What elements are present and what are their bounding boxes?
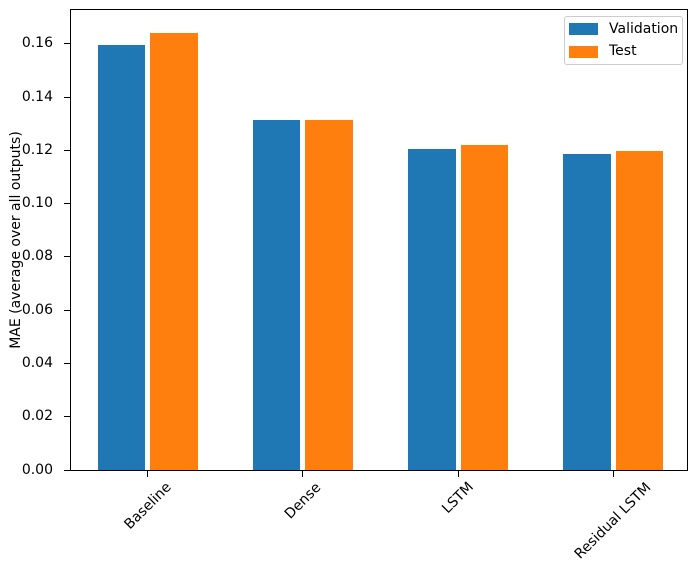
y-tick-label: 0.00	[21, 461, 53, 478]
plot-area	[70, 9, 688, 471]
legend-label-validation: Validation	[609, 20, 679, 37]
x-tick-mark	[147, 471, 149, 477]
y-tick-label: 0.06	[21, 301, 53, 318]
bar-validation-residual-lstm	[563, 153, 611, 470]
y-tick-mark	[64, 96, 70, 98]
legend: Validation Test	[564, 16, 683, 65]
y-tick-mark	[64, 256, 70, 258]
y-tick-label: 0.14	[21, 88, 53, 105]
y-tick-mark	[64, 149, 70, 151]
legend-item-test: Test	[569, 42, 682, 62]
bar-validation-baseline	[97, 45, 146, 470]
x-tick-mark	[457, 471, 459, 477]
bar-validation-lstm	[408, 149, 456, 470]
bar-test-residual-lstm	[615, 151, 664, 470]
y-tick-label: 0.16	[21, 35, 53, 52]
y-tick-label: 0.12	[21, 141, 53, 158]
x-tick-label-lstm: LSTM	[439, 479, 477, 518]
y-tick-mark	[64, 203, 70, 205]
bar-test-lstm	[460, 145, 509, 470]
x-tick-label-baseline: Baseline	[121, 479, 175, 533]
y-tick-mark	[64, 362, 70, 364]
y-tick-mark	[64, 43, 70, 45]
y-tick-mark	[64, 309, 70, 311]
x-tick-label-dense: Dense	[281, 479, 325, 523]
y-tick-label: 0.10	[21, 195, 53, 212]
legend-swatch-test-icon	[569, 45, 598, 58]
bar-test-baseline	[150, 32, 198, 470]
y-tick-label: 0.08	[21, 248, 53, 265]
y-tick-label: 0.02	[21, 408, 53, 425]
y-tick-mark	[64, 416, 70, 418]
bars-layer	[71, 10, 687, 470]
legend-label-test: Test	[609, 43, 637, 60]
bar-validation-dense	[252, 119, 301, 470]
bar-test-dense	[305, 119, 353, 470]
legend-item-validation: Validation	[569, 19, 682, 39]
x-tick-mark	[302, 471, 304, 477]
legend-swatch-validation-icon	[569, 23, 598, 36]
y-tick-mark	[64, 469, 70, 471]
x-tick-mark	[612, 471, 614, 477]
x-tick-label-residual-lstm: Residual LSTM	[571, 479, 655, 563]
y-tick-label: 0.04	[21, 354, 53, 371]
